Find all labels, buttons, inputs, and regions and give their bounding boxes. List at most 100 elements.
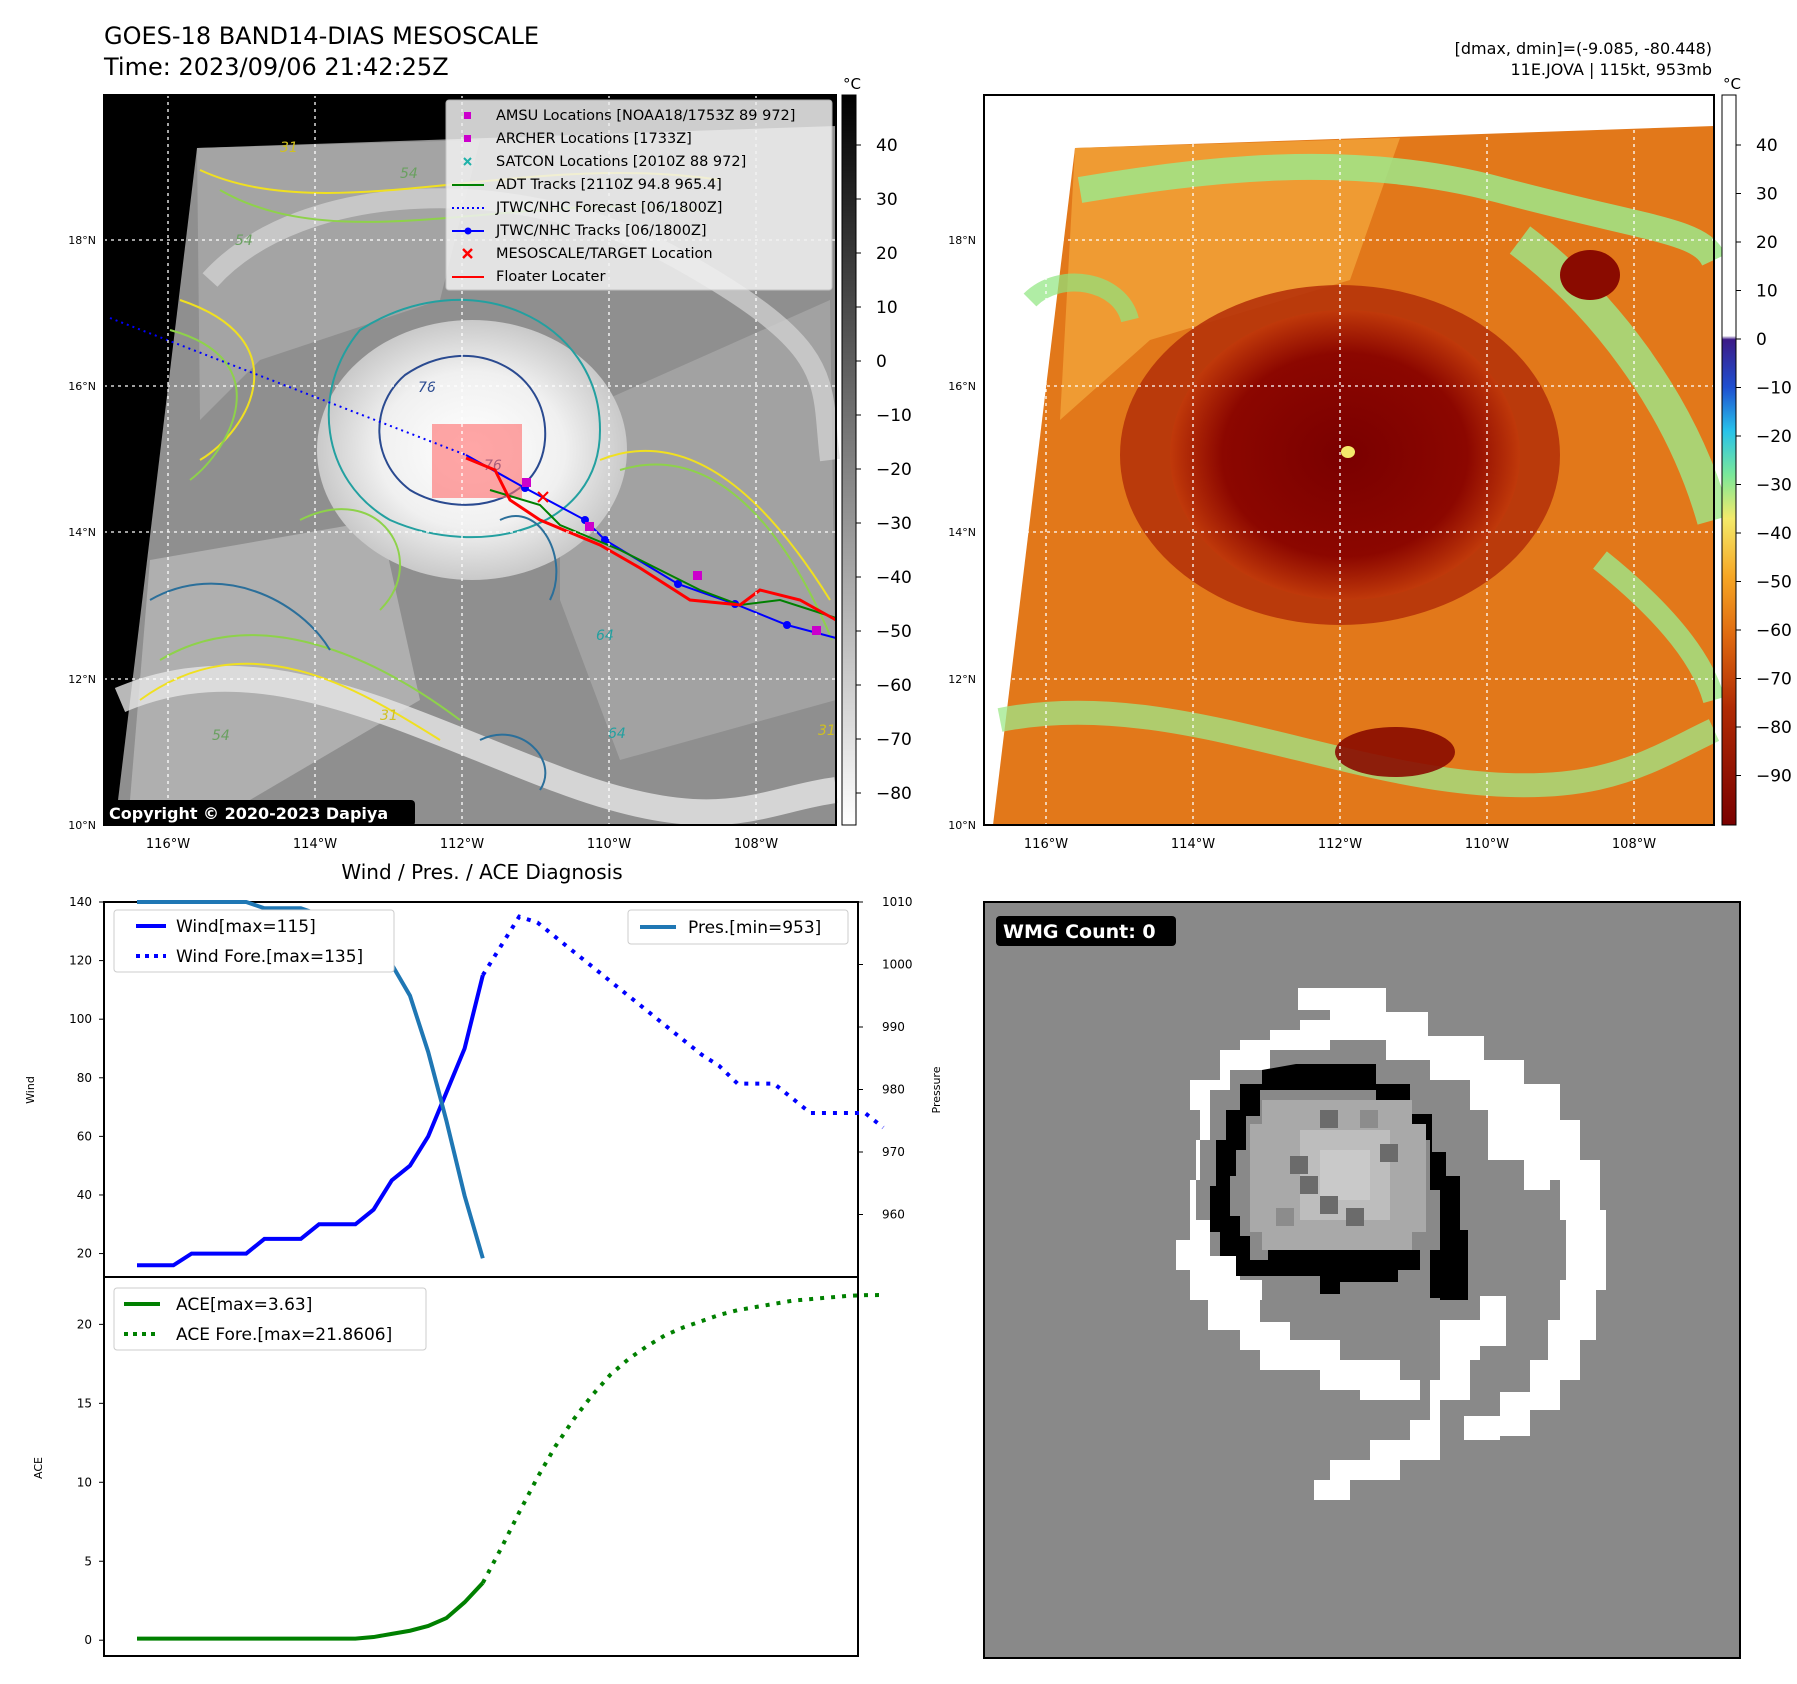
wind-axis-label: Wind <box>24 1076 37 1104</box>
colorbar-unit: °C <box>843 75 861 93</box>
wind-observed-line <box>137 974 485 1268</box>
map-right-lon-labels: 116°W 114°W 112°W 110°W 108°W <box>1024 837 1656 852</box>
ace-series <box>137 1293 884 1641</box>
mesoscale-target-marker <box>537 491 549 503</box>
legend-label: MESOSCALE/TARGET Location <box>496 246 713 262</box>
left-colorbar-ticks: 40 30 20 10 0 −10 −20 −30 −40 −50 −60 −70 −80 <box>856 136 912 804</box>
colorbar-tick-label: 20 <box>1756 233 1778 253</box>
wind-legend-box <box>113 909 395 973</box>
colorbar-tick-label: −50 <box>876 622 912 642</box>
amsu-archer-markers <box>522 478 821 635</box>
figure-time: Time: 2023/09/06 21:42:25Z <box>103 53 449 81</box>
legend-label: AMSU Locations [NOAA18/1753Z 89 972] <box>496 108 795 124</box>
pressure-axis-label: Pressure <box>930 1066 943 1113</box>
colorbar-tick-label: −70 <box>1756 670 1792 690</box>
dmax-dmin-label: [dmax, dmin]=(-9.085, -80.448) <box>1455 39 1712 58</box>
colorbar-tick-label: −30 <box>876 514 912 534</box>
wind-tick-label: 100 <box>69 1012 92 1026</box>
floater-locater-line <box>465 456 837 622</box>
archer-square-icon <box>464 135 471 142</box>
colorbar-tick-label: −40 <box>876 568 912 588</box>
wmg-core-cell <box>1320 1150 1370 1200</box>
amsu-square-icon <box>464 112 471 119</box>
right-colorbar-ticks: 40 30 20 10 0 −10 −20 −30 −40 −50 −60 −70 −80 −90 <box>1736 136 1792 787</box>
lon-label: 108°W <box>734 837 778 852</box>
cloud-region <box>1060 138 1400 420</box>
ace-chart: ACE 0 5 10 15 20 ACE[max=3.63] ACE Fore.[max… <box>32 1276 884 1657</box>
wmg-white-spiral <box>1176 988 1606 1500</box>
colorbar-tick-label: −20 <box>1756 427 1792 447</box>
mesoscale-x-icon <box>462 248 473 259</box>
ace-forecast-line <box>481 1293 884 1584</box>
legend-label: JTWC/NHC Tracks [06/1800Z] <box>495 223 707 239</box>
colorbar-tick-label: 10 <box>1756 282 1778 302</box>
contour-label: 31 <box>380 708 398 724</box>
cloud-region <box>130 520 420 800</box>
storm-info-label: 11E.JOVA | 115kt, 953mb <box>1510 60 1712 79</box>
colorbar-tick-label: −90 <box>1756 767 1792 787</box>
copyright-box <box>103 800 415 826</box>
wind-forecast-line <box>481 914 885 1130</box>
map-frame <box>103 94 837 826</box>
ace-observed-line <box>137 1581 485 1641</box>
lat-label: 16°N <box>68 380 96 393</box>
wmg-core-cell <box>1300 1176 1318 1194</box>
cold-band <box>1077 153 1726 267</box>
cold-cell <box>1560 250 1620 300</box>
wmg-core-cell <box>1290 1156 1308 1174</box>
lat-label: 12°N <box>948 673 976 686</box>
ace-tick-label: 15 <box>77 1396 92 1410</box>
lat-label: 14°N <box>68 526 96 539</box>
contour-label: 64 <box>596 628 614 644</box>
legend-label: JTWC/NHC Forecast [06/1800Z] <box>495 200 722 216</box>
colorbar-tick-label: −80 <box>1756 718 1792 738</box>
wmg-gray-core <box>1250 1100 1426 1250</box>
map-frame <box>983 94 1715 826</box>
colorbar-tick-label: −80 <box>876 784 912 804</box>
wind-tick-label: 60 <box>77 1129 92 1143</box>
wind-tick-label: 80 <box>77 1071 92 1085</box>
wind-ticks: 20 40 60 80 100 120 140 <box>69 895 104 1261</box>
contour-label: 54 <box>400 166 418 182</box>
lat-label: 16°N <box>948 380 976 393</box>
chart-title: Wind / Pres. / ACE Diagnosis <box>341 860 622 884</box>
pressure-tick-label: 970 <box>882 1145 905 1159</box>
wmg-core-cell <box>1360 1110 1378 1128</box>
grayscale-map-panel: 54 31 54 76 76 64 64 31 54 31 <box>103 94 840 826</box>
lat-label: 10°N <box>948 819 976 832</box>
contour-54 <box>159 189 833 721</box>
wmg-panel: WMG Count: 0 <box>983 901 1741 1659</box>
contour-64 <box>149 515 558 791</box>
ace-ticks: 0 5 10 15 20 <box>77 1317 104 1647</box>
legend-label: ARCHER Locations [1733Z] <box>496 131 692 147</box>
lat-label: 12°N <box>68 673 96 686</box>
eye-spot <box>1341 446 1355 458</box>
lon-label: 116°W <box>146 837 190 852</box>
lat-label: 18°N <box>948 234 976 247</box>
adt-track-line <box>489 489 837 619</box>
ace-tick-label: 10 <box>77 1475 92 1489</box>
colorbar-tick-label: −10 <box>876 406 912 426</box>
wmg-core-cell <box>1276 1208 1294 1226</box>
left-colorbar: °C <box>841 75 861 826</box>
pressure-tick-label: 960 <box>882 1208 905 1222</box>
pres-legend-label: Pres.[min=953] <box>688 918 821 938</box>
colorbar-tick-label: −10 <box>1756 379 1792 399</box>
contour-label: 31 <box>280 140 298 156</box>
colorbar-tick-label: −40 <box>1756 524 1792 544</box>
ace-tick-label: 0 <box>84 1633 92 1647</box>
map-left-lon-labels: 116°W 114°W 112°W 110°W 108°W <box>146 837 778 852</box>
color-map-panel <box>983 94 1731 826</box>
lon-label: 110°W <box>587 837 631 852</box>
contour-64 <box>327 298 602 539</box>
lon-label: 110°W <box>1465 837 1509 852</box>
colorbar-tick-label: −20 <box>876 460 912 480</box>
pressure-tick-label: 990 <box>882 1020 905 1034</box>
ace-tick-label: 20 <box>77 1317 92 1331</box>
colorbar-tick-label: −60 <box>1756 621 1792 641</box>
colorbar-tick-label: −50 <box>1756 573 1792 593</box>
cold-band <box>997 700 1720 798</box>
colorbar-tick-label: 40 <box>876 136 898 156</box>
